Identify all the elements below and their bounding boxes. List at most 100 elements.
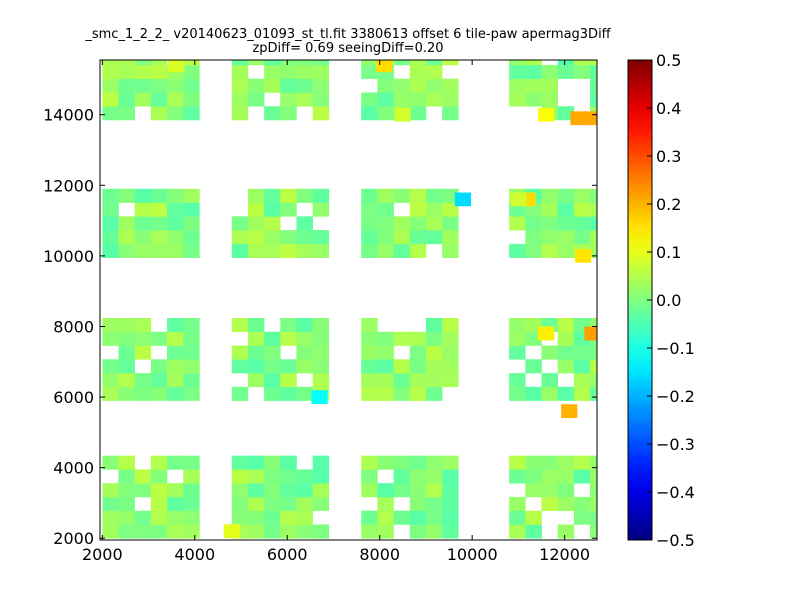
heatmap-cell — [264, 455, 281, 470]
heatmap-cell — [312, 188, 330, 203]
heatmap-cell — [590, 230, 598, 245]
heatmap-cell — [590, 216, 598, 231]
heatmap-cell — [509, 216, 526, 231]
heatmap-cell — [280, 455, 297, 470]
heatmap-cell — [231, 496, 249, 512]
heatmap-cell — [134, 524, 152, 539]
heatmap-cell — [557, 230, 575, 245]
heatmap-cell — [573, 345, 591, 360]
heatmap-cell — [264, 386, 281, 401]
heatmap-cell — [377, 483, 394, 498]
heatmap-cell-highlight — [538, 326, 555, 341]
heatmap-cell — [361, 216, 378, 231]
heatmap-cell — [425, 510, 443, 525]
heatmap-cell — [296, 216, 313, 231]
heatmap-cell — [393, 331, 411, 346]
heatmap-cell — [425, 373, 443, 388]
heatmap-cell — [393, 373, 411, 388]
heatmap-cell — [525, 92, 542, 107]
heatmap-cell — [280, 64, 297, 80]
heatmap-cell — [557, 469, 575, 484]
heatmap-cell — [247, 230, 265, 245]
heatmap-cell — [118, 60, 135, 66]
heatmap-cell — [150, 230, 168, 245]
heatmap-cell — [264, 188, 281, 203]
heatmap-cell — [312, 78, 330, 93]
heatmap-cell — [167, 386, 184, 401]
heatmap-cell — [183, 386, 200, 401]
heatmap-cell — [134, 483, 152, 498]
heatmap-cell — [167, 510, 184, 525]
heatmap-cell — [102, 64, 119, 80]
heatmap-cell — [425, 202, 443, 217]
heatmap-cell — [361, 359, 378, 374]
heatmap-cell — [296, 359, 313, 374]
heatmap-cell — [425, 469, 443, 484]
heatmap-cell — [264, 510, 281, 525]
heatmap-cell — [167, 243, 184, 258]
heatmap-cell — [134, 92, 152, 107]
heatmap-cell — [377, 188, 394, 203]
heatmap-cell — [509, 373, 526, 388]
heatmap-cell-highlight — [168, 60, 185, 73]
heatmap-cell — [393, 216, 411, 231]
x-tick-label: 10000 — [447, 545, 498, 564]
heatmap-cell — [118, 373, 135, 388]
heatmap-cell — [590, 318, 598, 333]
heatmap-cell — [118, 64, 135, 80]
heatmap-cell — [167, 216, 184, 231]
heatmap-cell — [231, 318, 249, 333]
heatmap-cell — [509, 524, 526, 539]
heatmap-cell — [118, 386, 135, 401]
heatmap-cell — [312, 202, 330, 217]
heatmap-cell — [409, 60, 427, 66]
heatmap-cell — [425, 318, 443, 333]
heatmap-cell — [590, 455, 598, 470]
heatmap-cell — [150, 243, 168, 258]
heatmap-cell — [312, 243, 330, 258]
heatmap-cell — [102, 243, 119, 258]
heatmap-cell — [377, 243, 394, 258]
heatmap-cell — [425, 64, 443, 80]
heatmap-cell — [409, 230, 427, 245]
heatmap-cell — [264, 373, 281, 388]
heatmap-cell — [541, 243, 559, 258]
heatmap-cell — [312, 524, 330, 539]
heatmap-cell — [231, 106, 249, 121]
heatmap-cell — [541, 188, 559, 203]
heatmap-cell — [134, 64, 152, 80]
heatmap-cell — [231, 345, 249, 360]
heatmap-cell — [312, 64, 330, 80]
heatmap-cell — [247, 483, 265, 498]
heatmap-cell — [525, 359, 542, 374]
heatmap-cell — [442, 496, 459, 512]
heatmap-cell-highlight — [311, 390, 328, 404]
heatmap-cell — [409, 92, 427, 107]
heatmap-cell — [134, 216, 152, 231]
heatmap-cell — [590, 60, 598, 66]
heatmap-cell — [361, 64, 378, 80]
heatmap-cell — [150, 106, 168, 121]
heatmap-cell — [573, 510, 591, 525]
heatmap-cell — [280, 243, 297, 258]
heatmap-cell — [150, 331, 168, 346]
heatmap-cell — [118, 106, 135, 121]
heatmap-cell — [231, 359, 249, 374]
heatmap-cell — [409, 524, 427, 539]
heatmap-cell — [280, 78, 297, 93]
heatmap-cell — [573, 386, 591, 401]
heatmap-cell — [280, 483, 297, 498]
heatmap-cell — [102, 455, 119, 470]
heatmap-cell — [409, 496, 427, 512]
heatmap-cell — [231, 60, 249, 66]
heatmap-cell — [134, 345, 152, 360]
heatmap-cell — [280, 524, 297, 539]
heatmap-cell — [134, 469, 152, 484]
heatmap-cell — [150, 92, 168, 107]
heatmap-cell — [264, 202, 281, 217]
heatmap-cell — [167, 373, 184, 388]
y-tick-label: 4000 — [53, 459, 94, 478]
heatmap-cell — [183, 359, 200, 374]
heatmap-cell — [590, 483, 598, 498]
heatmap-cell — [280, 202, 297, 217]
